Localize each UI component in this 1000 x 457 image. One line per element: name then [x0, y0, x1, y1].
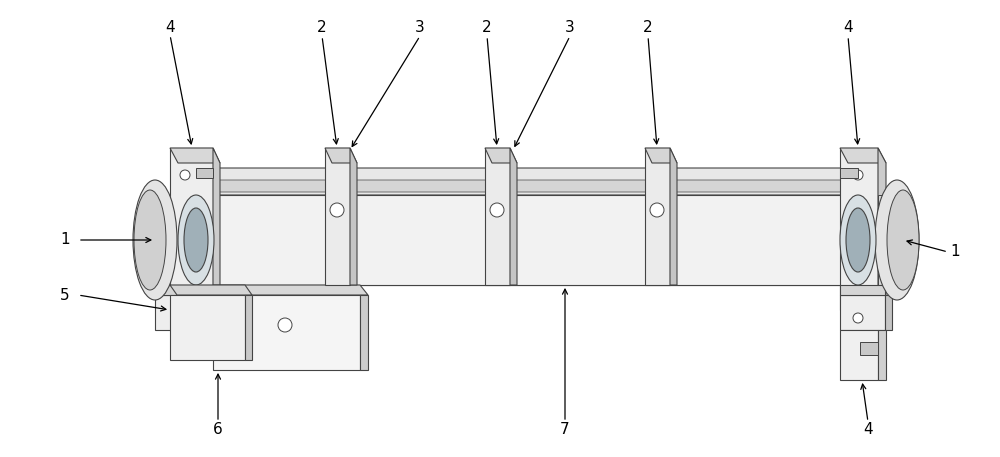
Ellipse shape — [887, 190, 919, 290]
Polygon shape — [485, 148, 510, 285]
Polygon shape — [360, 295, 368, 370]
Ellipse shape — [180, 170, 190, 180]
Polygon shape — [840, 148, 878, 310]
Ellipse shape — [853, 170, 863, 180]
Text: 2: 2 — [482, 21, 492, 36]
Polygon shape — [645, 148, 670, 285]
Text: 2: 2 — [643, 21, 653, 36]
Ellipse shape — [278, 318, 292, 332]
Polygon shape — [485, 148, 517, 163]
Text: 4: 4 — [863, 423, 873, 437]
Text: 5: 5 — [60, 287, 70, 303]
Polygon shape — [840, 330, 878, 380]
Polygon shape — [195, 168, 865, 195]
Text: 4: 4 — [165, 21, 175, 36]
Ellipse shape — [840, 195, 876, 285]
Polygon shape — [150, 195, 170, 285]
Polygon shape — [213, 285, 368, 295]
Polygon shape — [840, 148, 886, 163]
Polygon shape — [670, 148, 677, 285]
Polygon shape — [205, 195, 865, 285]
Ellipse shape — [853, 313, 863, 323]
Polygon shape — [350, 148, 357, 285]
Ellipse shape — [846, 208, 870, 272]
Polygon shape — [170, 148, 213, 310]
Polygon shape — [170, 148, 220, 163]
Polygon shape — [885, 295, 892, 330]
Polygon shape — [840, 295, 885, 330]
Polygon shape — [510, 148, 517, 285]
Polygon shape — [155, 285, 213, 295]
Ellipse shape — [134, 190, 166, 290]
Polygon shape — [196, 168, 213, 178]
Text: 1: 1 — [950, 244, 960, 260]
Text: 1: 1 — [60, 233, 70, 248]
Text: 3: 3 — [415, 21, 425, 36]
Ellipse shape — [330, 203, 344, 217]
Ellipse shape — [875, 180, 919, 300]
Polygon shape — [878, 148, 886, 310]
Polygon shape — [213, 295, 360, 370]
Text: 7: 7 — [560, 423, 570, 437]
Polygon shape — [325, 148, 350, 285]
Text: 2: 2 — [317, 21, 327, 36]
Polygon shape — [645, 148, 677, 163]
Polygon shape — [840, 168, 858, 178]
Polygon shape — [155, 295, 213, 330]
Polygon shape — [878, 195, 897, 285]
Ellipse shape — [178, 195, 214, 285]
Ellipse shape — [184, 208, 208, 272]
Ellipse shape — [490, 203, 504, 217]
Ellipse shape — [133, 180, 177, 300]
Text: 3: 3 — [565, 21, 575, 36]
Polygon shape — [840, 285, 885, 295]
Polygon shape — [860, 342, 878, 355]
Ellipse shape — [650, 203, 664, 217]
Polygon shape — [245, 295, 252, 360]
Ellipse shape — [175, 313, 185, 323]
Polygon shape — [205, 180, 860, 192]
Polygon shape — [878, 330, 886, 380]
Text: 4: 4 — [843, 21, 853, 36]
Polygon shape — [170, 285, 252, 295]
Text: 6: 6 — [213, 423, 223, 437]
Polygon shape — [170, 295, 245, 360]
Polygon shape — [213, 148, 220, 310]
Polygon shape — [325, 148, 357, 163]
